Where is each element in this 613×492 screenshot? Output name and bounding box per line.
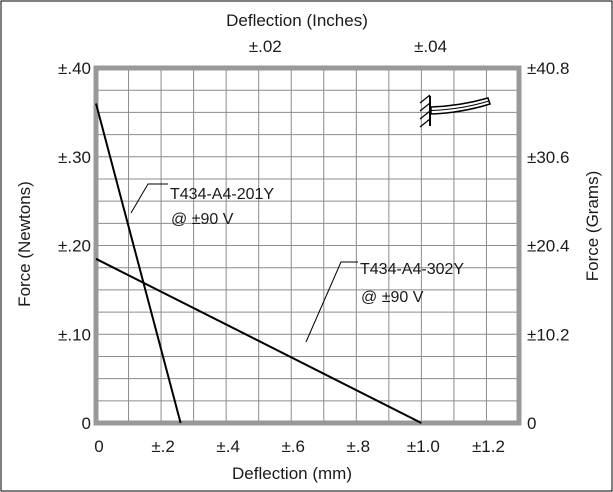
bottom-axis-title: Deflection (mm): [232, 464, 352, 483]
x-tick-label-bottom: ±1.2: [472, 437, 505, 456]
series-line-1: [95, 103, 182, 424]
grid: [96, 68, 519, 423]
right-axis-title: Force (Grams): [583, 171, 602, 282]
series-2-label-line1: T434-A4-302Y: [360, 261, 464, 278]
x-tick-label-bottom: ±1.0: [407, 437, 440, 456]
y-tick-label-left: ±.30: [58, 148, 91, 167]
x-tick-label-bottom: 0: [94, 437, 103, 456]
cantilever-bender-icon: [419, 94, 491, 128]
y-tick-label-left: 0: [82, 414, 91, 433]
series-2-label-line2: @ ±90 V: [361, 289, 424, 306]
y-tick-label-right: ±30.6: [527, 148, 569, 167]
series-line-2: [95, 257, 422, 424]
x-tick-label-bottom: ±.6: [281, 437, 305, 456]
series-2-annotation: T434-A4-302Y @ ±90 V: [360, 261, 464, 306]
x-tick-label-top: ±.04: [414, 37, 447, 56]
series-1-annotation: T434-A4-201Y @ ±90 V: [170, 186, 274, 228]
series-2-leader-line: [305, 261, 358, 343]
top-axis-title: Deflection (Inches): [226, 11, 368, 30]
y-tick-label-left: ±.20: [58, 237, 91, 256]
x-tick-label-bottom: ±.2: [151, 437, 175, 456]
left-axis-title: Force (Newtons): [15, 181, 34, 307]
x-tick-label-bottom: ±.4: [216, 437, 240, 456]
series-1-label-line2: @ ±90 V: [171, 211, 234, 228]
y-tick-label-right: ±40.8: [527, 59, 569, 78]
ticks-layer: 0 ±.2 ±.4 ±.6 ±.8 ±1.0 ±1.2 0 ±.10 ±.20 ±.30 ±.40 0 ±…: [58, 37, 569, 456]
y-tick-label-left: ±.10: [58, 325, 91, 344]
y-tick-label-left: ±.40: [58, 59, 91, 78]
x-tick-label-top: ±.02: [249, 37, 282, 56]
y-tick-label-right: ±20.4: [527, 237, 569, 256]
plot-frame: [93, 65, 522, 426]
series-1-leader-line: [130, 183, 168, 214]
series-layer: [95, 103, 422, 424]
y-tick-label-right: 0: [527, 414, 536, 433]
x-tick-label-bottom: ±.8: [347, 437, 371, 456]
y-tick-label-right: ±10.2: [527, 325, 569, 344]
series-1-label-line1: T434-A4-201Y: [170, 186, 274, 203]
